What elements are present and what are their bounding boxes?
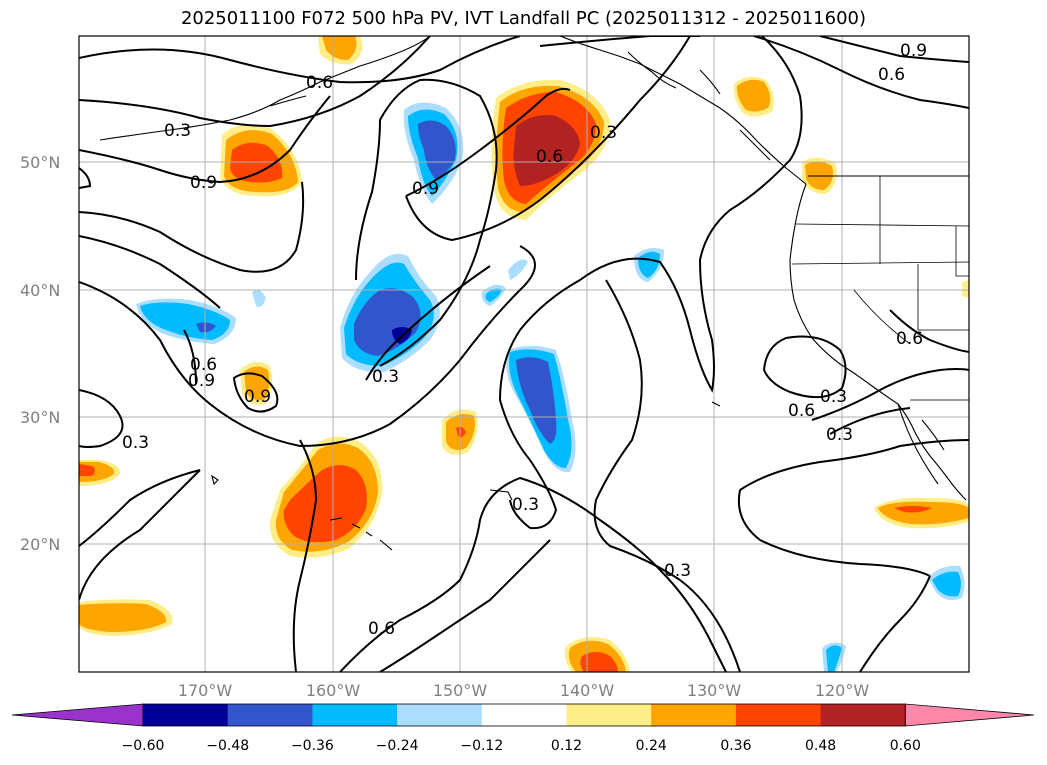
contour-label: 0.6 [306,73,333,93]
map-title: 2025011100 F072 500 hPa PV, IVT Landfall… [180,8,867,29]
contour-label: 0.9 [244,387,271,407]
plot-frame [78,35,970,673]
colorbar-tick-label: 0.24 [636,738,667,754]
contour-label: 0.3 [820,387,847,407]
colorbar-tick-label: 0.48 [805,738,836,754]
colorbar-swatch [397,704,483,726]
colorbar-swatch [481,704,567,726]
colorbar-tick-label: 0.60 [890,738,921,754]
lat-tick-label: 30°N [20,408,60,427]
colorbar-swatch [566,704,652,726]
contour-labels: 0.3 0.6 0.9 0.9 0.3 0.6 0.9 0.9 0.3 0.6 … [122,41,927,639]
colorbar-extend-low [11,703,144,727]
contour-label: 0.9 [188,371,215,391]
colorbar-tick-label: 0.36 [720,738,751,754]
colorbar-swatch [227,704,313,726]
colorbar-swatch [651,704,737,726]
longitude-ticks: 170°W 160°W 150°W 140°W 130°W 120°W [178,681,870,700]
lat-tick-label: 50°N [20,153,60,172]
colorbar-frame [142,703,906,727]
colorbar-extend-high [904,703,1035,727]
contour-label: 0.6 [536,147,563,167]
lat-tick-label: 20°N [20,535,60,554]
contour-label: 0.6 [368,619,395,639]
contour-label: 0.3 [664,561,691,581]
contour-label: 0.6 [896,329,923,349]
colorbar-tick-label: 0.12 [551,738,582,754]
lon-tick-label: 130°W [687,681,742,700]
lon-tick-label: 160°W [306,681,361,700]
colorbar-swatch [143,704,229,726]
colorbar-swatch [312,704,398,726]
colorbar-tick-label: −0.36 [291,738,334,754]
colorbar: −0.60 −0.48 −0.36 −0.24 −0.12 0.12 0.24 0.36 0.4… [11,703,1035,754]
colorbar-tick-label: −0.12 [460,738,503,754]
contour-label: 0.3 [512,495,539,515]
lat-tick-label: 40°N [20,281,60,300]
contour-label: 0.3 [372,367,399,387]
lon-tick-label: 170°W [178,681,233,700]
contour-label: 0.3 [122,433,149,453]
colorbar-swatch [820,704,906,726]
contour-label: 0.9 [900,41,927,61]
pv-shading [79,36,969,672]
contour-label: 0.6 [878,65,905,85]
lon-tick-label: 140°W [560,681,615,700]
lon-tick-label: 120°W [815,681,870,700]
colorbar-tick-label: −0.48 [206,738,249,754]
contour-label: 0.6 [190,355,217,375]
lon-tick-label: 150°W [433,681,488,700]
colorbar-tick-label: −0.60 [122,738,165,754]
colorbar-swatch [735,704,822,726]
contour-label: 0.9 [190,173,217,193]
contour-label: 0.3 [826,425,853,445]
contour-label: 0.9 [412,179,439,199]
pv-contours [79,36,969,672]
contour-label: 0.3 [164,121,191,141]
contour-label: 0.6 [788,401,815,421]
latitude-ticks: 50°N 40°N 30°N 20°N [20,153,60,554]
colorbar-tick-label: −0.24 [376,738,419,754]
contour-label: 0.3 [590,123,617,143]
